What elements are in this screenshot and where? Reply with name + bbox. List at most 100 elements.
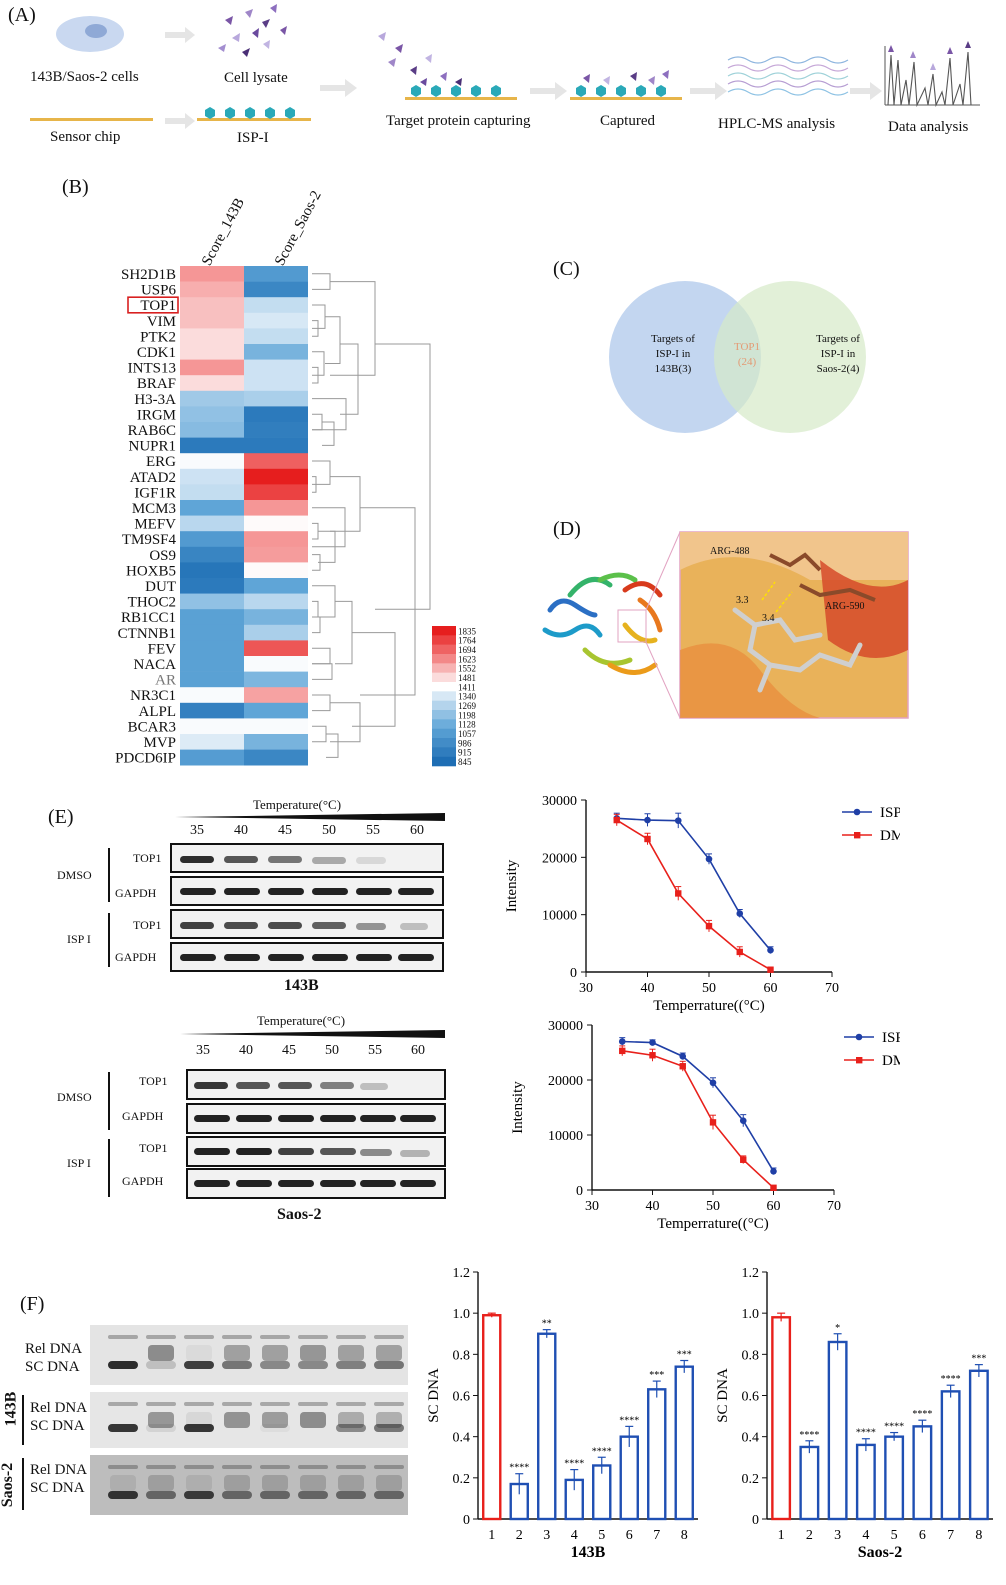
gene-label: TM9SF4 <box>122 532 177 548</box>
heat-cell-143b <box>180 422 244 438</box>
x-tick-label: 70 <box>825 981 839 996</box>
x-tick-label: 6 <box>626 1528 633 1543</box>
rel-dna-band <box>336 1335 366 1339</box>
smear-band <box>186 1475 212 1491</box>
ligand-icon <box>732 607 863 693</box>
legend-tick: 1128 <box>458 720 476 730</box>
x-axis-label: Temperrature((°C) <box>653 998 765 1014</box>
venn-left-text: Targets of ISP-I in 143B(3) <box>651 333 695 375</box>
data-point <box>644 835 651 843</box>
top1-label-saos2-2: TOP1 <box>139 1141 168 1155</box>
data-point <box>649 1039 656 1046</box>
captured-molecules-icon <box>576 85 666 97</box>
y-tick-label: 0.6 <box>742 1390 760 1405</box>
top1-label-saos2-1: TOP1 <box>139 1074 168 1088</box>
gene-label: USP6 <box>141 283 177 299</box>
temp-wedge-143b <box>175 813 445 821</box>
dendrogram-branch <box>312 694 331 712</box>
data-point <box>770 1184 777 1191</box>
data-point <box>705 855 713 863</box>
heat-cell-saos2 <box>244 468 308 485</box>
heat-cell-143b <box>180 328 244 345</box>
sc-dna-band <box>374 1361 404 1369</box>
heat-cell-saos2 <box>244 531 308 548</box>
sensor-chip-label: Sensor chip <box>50 129 121 145</box>
temp-title-143b: Temperature(°C) <box>253 797 342 812</box>
gene-label: THOC2 <box>128 595 176 611</box>
capture-proteins-icon <box>378 32 462 86</box>
rel-dna-band <box>222 1465 252 1469</box>
data-point <box>709 1119 717 1126</box>
heat-cell-saos2 <box>244 312 308 329</box>
bar <box>771 1316 792 1521</box>
panel-a-schematic <box>30 4 980 129</box>
gene-label: MEFV <box>134 517 176 533</box>
y-tick-label: 20000 <box>542 851 577 866</box>
dendrogram-branch <box>330 702 361 743</box>
heat-cell-saos2 <box>244 593 308 610</box>
temp-wedge-saos2 <box>180 1030 445 1038</box>
legend-label: ISP I <box>882 1030 900 1046</box>
legend-tick: 1481 <box>458 673 476 683</box>
heat-cell-143b <box>180 671 244 688</box>
heat-cell-saos2 <box>244 546 308 563</box>
heat-cell-saos2 <box>244 344 308 360</box>
gene-label: ERG <box>146 454 176 470</box>
heat-cell-143b <box>180 718 244 735</box>
x-tick-label: 8 <box>681 1528 688 1543</box>
chart-title: Saos-2 <box>858 1544 902 1561</box>
y-tick-label: 0.4 <box>453 1431 471 1446</box>
heat-cell-saos2 <box>244 390 308 407</box>
y-tick-label: 0.8 <box>453 1348 471 1363</box>
significance-label: **** <box>799 1430 819 1441</box>
rel-dna-band <box>260 1465 290 1469</box>
dendrogram-branch <box>312 351 325 376</box>
legend-swatch <box>432 654 456 664</box>
heat-cell-143b <box>180 609 244 626</box>
rel-dna-band <box>374 1402 404 1406</box>
dendrogram-branch <box>340 343 359 415</box>
heat-cell-143b <box>180 390 244 407</box>
x-tick-label: 2 <box>516 1528 523 1543</box>
captured-chip-icon <box>570 97 682 100</box>
x-tick-label: 4 <box>571 1528 578 1543</box>
rel-dna-band <box>260 1402 290 1406</box>
bracket-isp-saos2 <box>108 1139 110 1197</box>
y-tick-label: 1.0 <box>742 1307 760 1322</box>
venn-center-text: TOP1 (24) <box>733 341 761 368</box>
y-tick-label: 20000 <box>548 1074 583 1089</box>
sensor-chip-icon <box>30 118 153 121</box>
legend-swatch <box>432 756 456 767</box>
heat-cell-143b <box>180 344 244 360</box>
heat-cell-143b <box>180 578 244 594</box>
heatmap-col-2-label: Score_Saos-2 <box>271 188 325 269</box>
legend-tick: 1835 <box>458 626 477 636</box>
heat-cell-143b <box>180 749 244 766</box>
sc-dna-band <box>184 1424 214 1432</box>
smear-band <box>338 1345 364 1361</box>
smear-band <box>376 1475 402 1491</box>
legend-tick: 1764 <box>458 636 477 646</box>
legend-tick: 1057 <box>458 729 477 739</box>
blot-saos2-isp-gapdh <box>186 1168 446 1199</box>
legend-swatch <box>432 672 456 683</box>
data-point <box>618 1038 626 1045</box>
bar <box>799 1445 820 1521</box>
significance-label: **** <box>912 1409 932 1420</box>
gel-1 <box>90 1325 408 1385</box>
smear-band <box>148 1345 174 1361</box>
bracket-dmso-143b <box>108 848 110 902</box>
hplc-waves-icon <box>727 56 849 96</box>
legend-tick: 915 <box>458 748 472 758</box>
dendrogram-branch <box>330 476 361 532</box>
rel-dna-band <box>146 1335 176 1339</box>
cells-label: 143B/Saos-2 cells <box>30 69 139 85</box>
legend-marker <box>855 1033 863 1041</box>
gene-label: NR3C1 <box>130 688 176 704</box>
protein-structure: ARG-488 ARG-590 3.3 3.4 <box>542 531 909 719</box>
venn-right-text: Targets of ISP-I in Saos-2(4) <box>816 333 860 375</box>
y-tick-label: 1.2 <box>453 1266 471 1281</box>
x-tick-label: 60 <box>764 981 778 996</box>
gene-label: CTNNB1 <box>118 626 176 642</box>
x-tick-label: 30 <box>579 981 593 996</box>
